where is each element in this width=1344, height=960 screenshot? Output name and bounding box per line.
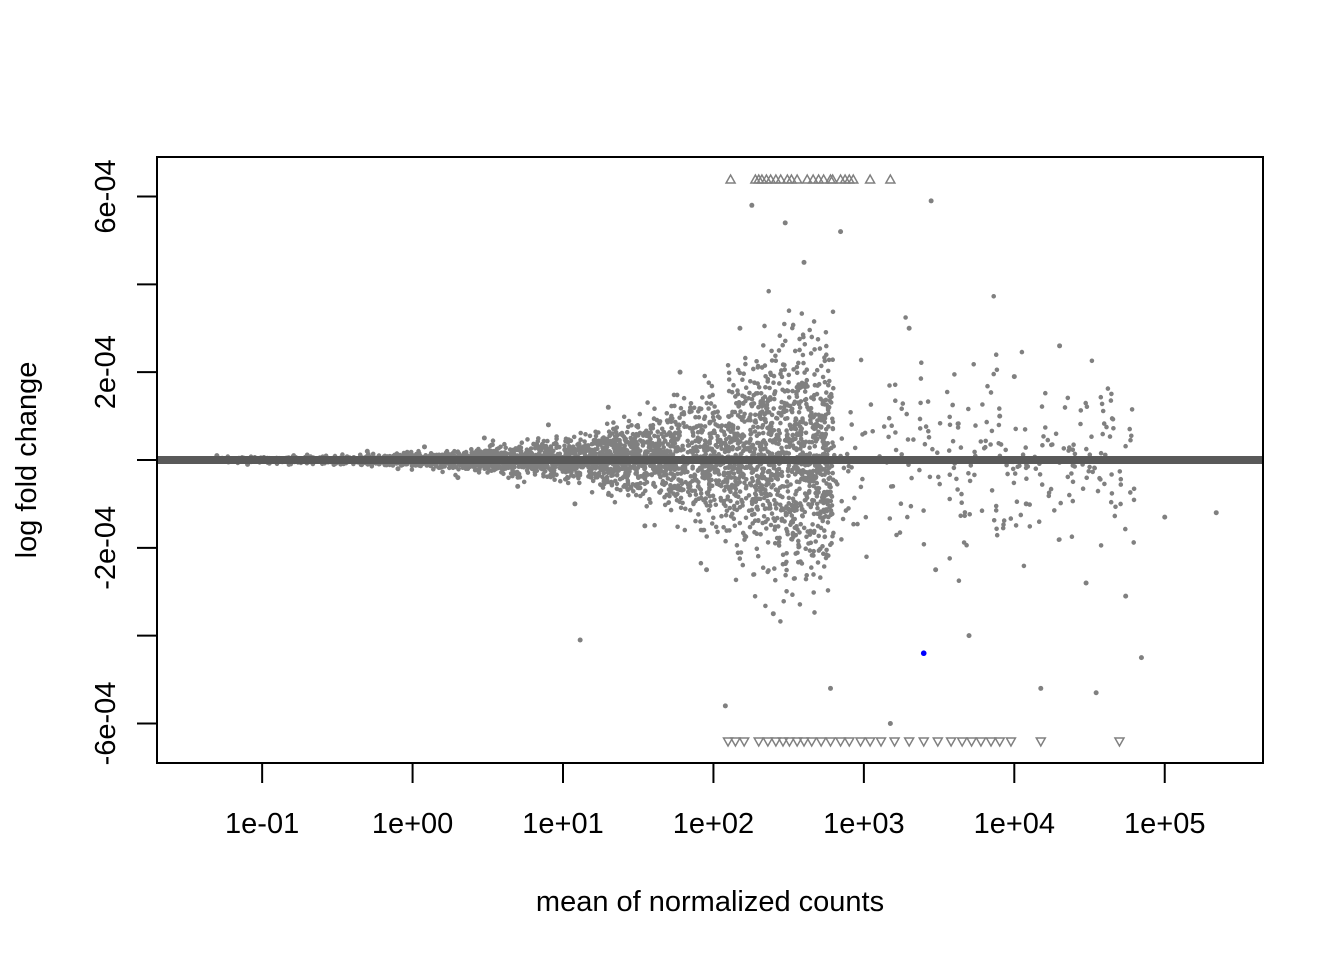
data-point [1038,685,1044,691]
y-tick-label: 2e-04 [90,335,122,409]
data-point [545,422,551,428]
out-of-range-up-marker [724,173,737,184]
data-point [1123,593,1129,599]
data-point [801,259,807,265]
out-of-range-up-marker [807,173,819,184]
data-point [928,198,934,204]
out-of-range-up-marker [801,173,813,184]
data-point [605,404,611,410]
out-of-range-down-marker [903,737,915,748]
out-of-range-up-marker [847,173,860,184]
x-tick-label: 1e+04 [974,808,1055,840]
out-of-range-down-marker [888,737,901,748]
y-axis-title: log fold change [11,362,43,559]
data-point [1057,343,1063,349]
data-point [770,611,776,617]
out-of-range-down-marker [843,737,856,748]
out-of-range-up-marker [785,173,798,184]
data-point [933,567,939,573]
data-point [704,567,710,573]
out-of-range-up-marker [864,173,876,184]
data-point [1213,510,1219,516]
y-tick-label: 6e-04 [90,159,122,233]
out-of-range-up-marker [791,173,803,184]
y-tick-label: -6e-04 [90,682,122,766]
data-point [515,483,521,489]
x-tick-label: 1e+05 [1124,808,1205,840]
out-of-range-down-marker [854,737,867,748]
out-of-range-up-marker [774,173,787,184]
out-of-range-down-marker [815,737,827,748]
out-of-range-down-marker [965,737,978,748]
data-point [572,501,578,507]
out-of-range-down-marker [1005,737,1017,748]
data-point [421,444,427,450]
data-point [828,685,834,691]
out-of-range-down-marker [791,737,803,748]
data-point [737,325,743,331]
out-of-range-up-marker [817,173,830,184]
y-tick-label: -2e-04 [90,506,122,590]
data-point [455,475,461,481]
out-of-range-down-marker [1113,737,1126,748]
out-of-range-down-marker [752,737,765,748]
data-point [1093,690,1099,696]
out-of-range-down-marker [738,737,750,748]
data-point [1083,580,1089,586]
out-of-range-down-marker [834,737,847,748]
out-of-range-down-marker [777,737,789,748]
data-point [395,466,401,472]
out-of-range-down-marker [864,737,876,748]
data-point [906,325,912,331]
data-point [642,523,648,529]
out-of-range-down-marker [824,737,837,748]
data-point [749,202,755,208]
data-point [887,720,893,726]
data-point [1011,374,1017,380]
out-of-range-down-marker [956,737,968,748]
out-of-range-down-marker [1035,737,1047,748]
data-point [1138,655,1144,661]
x-axis-title: mean of normalized counts [536,886,884,918]
out-of-range-down-marker [722,737,734,748]
out-of-range-down-marker [762,737,774,748]
highlighted-point [920,650,927,657]
data-point [838,229,844,235]
x-tick-label: 1e+01 [522,808,603,840]
out-of-range-down-marker [975,737,987,748]
x-tick-label: 1e+00 [372,808,453,840]
out-of-range-down-marker [985,737,997,748]
out-of-range-down-marker [770,737,782,748]
data-point [782,220,788,226]
out-of-range-down-marker [783,737,796,748]
x-tick-label: 1e+02 [673,808,754,840]
data-point [577,637,583,643]
data-point [722,703,728,709]
data-point [1023,501,1029,507]
data-point [677,369,683,375]
out-of-range-up-marker [826,173,839,184]
out-of-range-down-marker [729,737,742,748]
out-of-range-down-marker [798,737,810,748]
x-tick-label: 1e+03 [823,808,904,840]
out-of-range-down-marker [932,737,944,748]
out-of-range-down-marker [875,737,887,748]
data-points [180,173,1219,748]
out-of-range-down-marker [945,737,957,748]
out-of-range-down-marker [917,737,930,748]
data-point [966,633,972,639]
out-of-range-up-marker [884,173,897,184]
data-point [481,435,487,441]
out-of-range-down-marker [805,737,818,748]
data-point [1162,514,1168,520]
y-axis: -6e-04 -2e-04 2e-04 6e-04 [90,159,157,765]
data-point [997,413,1003,419]
x-tick-label: 1e-01 [225,808,299,840]
out-of-range-down-marker [993,737,1006,748]
data-point [364,448,370,454]
x-axis: 1e-01 1e+00 1e+01 1e+02 1e+03 1e+04 1e+05 [225,763,1205,840]
